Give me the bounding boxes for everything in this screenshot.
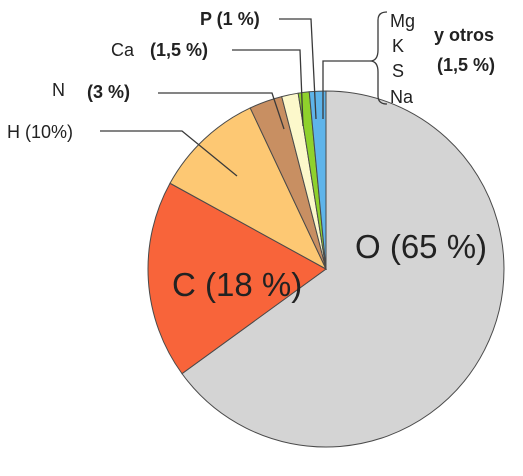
slice-label-ca: (1,5 %) <box>150 40 208 60</box>
leader-line-p <box>279 18 317 120</box>
slice-label-c: C (18 %) <box>172 266 302 303</box>
slice-name-n: N <box>52 80 65 100</box>
slice-label-o: O (65 %) <box>355 228 487 265</box>
pie-slice-h <box>169 107 328 271</box>
slice-label-otros: y otros <box>434 25 494 45</box>
slice-label-n: (3 %) <box>87 82 130 102</box>
slice-sublabel-otros: (1,5 %) <box>437 55 495 75</box>
leader-line-h <box>100 130 238 177</box>
slice-name-ca: Ca <box>111 40 135 60</box>
leader-line-ca <box>232 49 304 127</box>
others-element-s: S <box>392 61 404 81</box>
leader-line-n <box>158 92 285 130</box>
pie-slice-c <box>147 182 327 375</box>
others-element-k: K <box>392 36 404 56</box>
others-brace <box>369 11 388 105</box>
pie-slice-otros <box>308 90 327 270</box>
pie-slices <box>147 90 505 448</box>
others-element-mg: Mg <box>390 11 415 31</box>
slice-label-h: H (10%) <box>7 122 73 142</box>
pie-slice-o <box>181 90 505 448</box>
slice-label-p: P (1 %) <box>200 9 260 29</box>
leader-line-otros <box>322 60 370 119</box>
others-element-na: Na <box>390 87 414 107</box>
